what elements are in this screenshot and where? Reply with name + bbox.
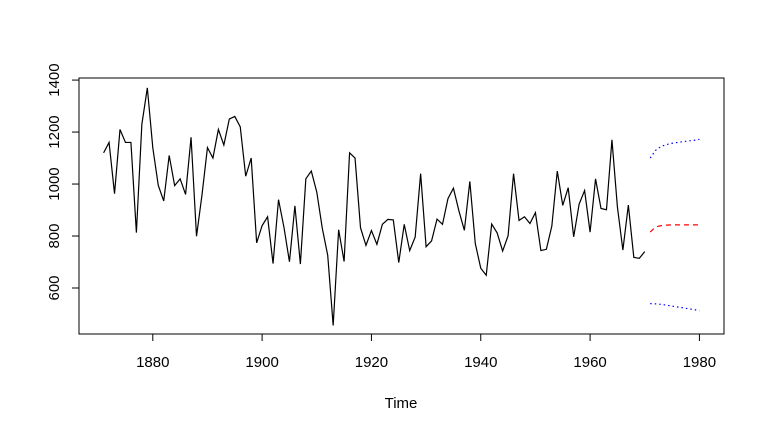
x-tick-label: 1880 bbox=[136, 354, 169, 371]
x-tick-label: 1900 bbox=[245, 354, 278, 371]
plot-frame bbox=[78, 77, 725, 335]
series-line bbox=[650, 302, 700, 312]
x-tick-label: 1940 bbox=[464, 354, 497, 371]
x-tick-label: 1980 bbox=[683, 354, 716, 371]
y-tick-label: 800 bbox=[46, 224, 63, 249]
x-axis-label: Time bbox=[385, 395, 418, 412]
series-line bbox=[649, 138, 700, 159]
y-tick-label: 1000 bbox=[46, 167, 63, 200]
y-tick-label: 1200 bbox=[46, 115, 63, 148]
y-tick-label: 1400 bbox=[46, 63, 63, 96]
x-tick-label: 1960 bbox=[573, 354, 606, 371]
y-tick-label: 600 bbox=[46, 275, 63, 300]
series-line bbox=[649, 224, 700, 233]
series-line bbox=[103, 87, 646, 326]
x-tick-label: 1920 bbox=[355, 354, 388, 371]
